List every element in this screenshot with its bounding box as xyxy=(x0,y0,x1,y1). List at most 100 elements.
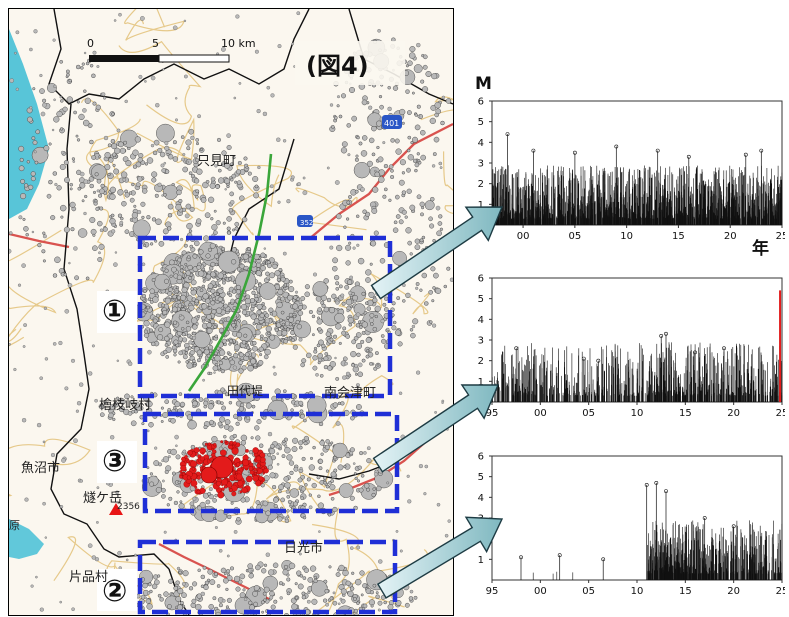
epicenter xyxy=(98,251,101,255)
epicenter xyxy=(226,133,231,138)
epicenter xyxy=(77,228,88,238)
epicenter xyxy=(406,474,410,478)
epicenter xyxy=(435,205,441,211)
epicenter xyxy=(69,182,73,187)
epicenter xyxy=(439,227,443,231)
epicenter xyxy=(353,299,357,303)
epicenter xyxy=(135,182,141,188)
epicenter xyxy=(172,348,178,354)
epicenter xyxy=(302,176,306,180)
x-tick-label: 95 xyxy=(486,408,499,419)
epicenter xyxy=(161,194,164,197)
epicenter xyxy=(332,266,338,272)
epicenter xyxy=(203,235,210,242)
epicenter xyxy=(349,586,355,591)
epicenter xyxy=(263,336,268,342)
epicenter xyxy=(362,135,368,141)
epicenter xyxy=(221,246,226,251)
epicenter xyxy=(263,586,270,593)
epicenter xyxy=(162,228,169,235)
epicenter xyxy=(409,589,414,594)
epicenter xyxy=(300,486,306,492)
epicenter xyxy=(357,257,365,265)
scale-bar-black xyxy=(89,55,159,62)
epicenter xyxy=(192,363,197,368)
volcano-icon xyxy=(109,503,123,515)
epicenter xyxy=(416,194,422,200)
epicenter xyxy=(22,217,26,221)
epicenter xyxy=(190,135,195,141)
epicenter xyxy=(288,562,296,570)
recent-epicenter xyxy=(201,452,205,455)
epicenter xyxy=(334,180,340,185)
epicenter xyxy=(211,309,217,315)
epicenter xyxy=(130,420,137,427)
epicenter xyxy=(270,604,276,610)
epicenter xyxy=(201,303,208,310)
epicenter xyxy=(360,150,368,157)
epicenter xyxy=(296,570,302,576)
epicenter xyxy=(192,581,198,587)
epicenter xyxy=(228,352,232,357)
epicenter xyxy=(91,164,107,180)
epicenter xyxy=(262,591,267,596)
epicenter xyxy=(234,344,241,351)
epicenter xyxy=(308,493,312,497)
epicenter xyxy=(269,312,273,316)
epicenter xyxy=(401,121,405,125)
epicenter xyxy=(248,450,253,455)
epicenter xyxy=(265,271,270,276)
epicenter xyxy=(172,140,177,145)
epicenter xyxy=(405,89,410,94)
epicenter xyxy=(208,604,214,610)
epicenter xyxy=(193,331,211,349)
epicenter xyxy=(317,316,320,320)
epicenter xyxy=(281,322,286,327)
epicenter xyxy=(290,408,294,412)
epicenter xyxy=(299,409,304,414)
zone-label-2: ② xyxy=(102,574,128,609)
epicenter xyxy=(401,190,407,195)
epicenter xyxy=(196,168,203,175)
epicenter xyxy=(44,357,49,361)
epicenter xyxy=(225,605,229,609)
epicenter xyxy=(214,526,218,529)
epicenter xyxy=(211,436,218,443)
epicenter xyxy=(222,221,226,225)
recent-epicenter xyxy=(232,444,235,448)
epicenter xyxy=(387,574,394,581)
epicenter xyxy=(332,600,338,606)
epicenter xyxy=(267,331,271,336)
epicenter xyxy=(154,273,171,291)
epicenter xyxy=(35,129,41,135)
epicenter xyxy=(300,362,306,368)
epicenter xyxy=(147,297,152,301)
recent-epicenter xyxy=(190,479,198,487)
epicenter xyxy=(256,267,261,271)
epicenter xyxy=(431,73,438,80)
epicenter xyxy=(374,171,380,178)
epicenter xyxy=(356,135,360,140)
epicenter xyxy=(219,349,226,356)
epicenter xyxy=(215,220,221,226)
epicenter xyxy=(167,153,174,160)
epicenter xyxy=(115,490,119,495)
epicenter xyxy=(40,111,46,117)
epicenter xyxy=(308,464,315,471)
epicenter xyxy=(354,189,359,194)
epicenter xyxy=(414,238,420,244)
epicenter xyxy=(378,559,383,564)
epicenter xyxy=(183,243,188,248)
epicenter xyxy=(409,204,416,211)
epicenter xyxy=(370,240,377,247)
epicenter xyxy=(110,435,115,440)
epicenter xyxy=(252,345,258,352)
epicenter xyxy=(151,171,158,178)
epicenter xyxy=(79,479,83,483)
epicenter xyxy=(238,360,243,365)
epicenter xyxy=(422,86,429,93)
epicenter xyxy=(407,60,413,66)
epicenter xyxy=(200,574,206,580)
epicenter xyxy=(109,193,116,200)
recent-epicenter xyxy=(200,466,218,484)
